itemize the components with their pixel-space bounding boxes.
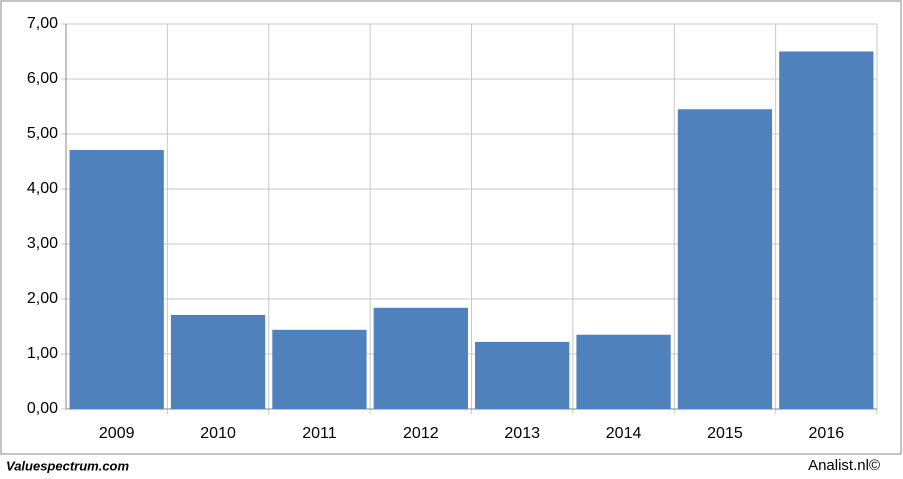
bar <box>373 307 468 409</box>
bar <box>677 109 773 409</box>
footer-left: Valuespectrum.com <box>6 458 130 473</box>
x-tick-label: 2010 <box>200 425 236 442</box>
bar <box>170 314 266 409</box>
x-tick-label: 2014 <box>606 425 642 442</box>
x-tick-label: 2016 <box>809 425 845 442</box>
x-tick-label: 2013 <box>504 425 540 442</box>
x-tick-label: 2015 <box>707 425 743 442</box>
y-tick-label: 4,00 <box>27 180 58 197</box>
x-tick-label: 2011 <box>302 425 337 442</box>
y-tick-label: 2,00 <box>27 290 58 307</box>
x-tick-label: 2009 <box>99 425 135 442</box>
y-tick-label: 3,00 <box>27 235 58 252</box>
x-tick-label: 2012 <box>403 425 439 442</box>
footer-right: Analist.nl© <box>808 457 880 474</box>
bar <box>69 149 164 409</box>
bar <box>475 341 570 409</box>
y-tick-label: 5,00 <box>27 125 58 142</box>
y-tick-label: 6,00 <box>27 70 58 87</box>
y-tick-label: 1,00 <box>27 345 58 362</box>
y-tick-label: 7,00 <box>27 15 58 32</box>
bar <box>779 51 874 409</box>
y-tick-label: 0,00 <box>27 400 58 417</box>
bar <box>576 334 671 409</box>
bar <box>272 329 367 409</box>
